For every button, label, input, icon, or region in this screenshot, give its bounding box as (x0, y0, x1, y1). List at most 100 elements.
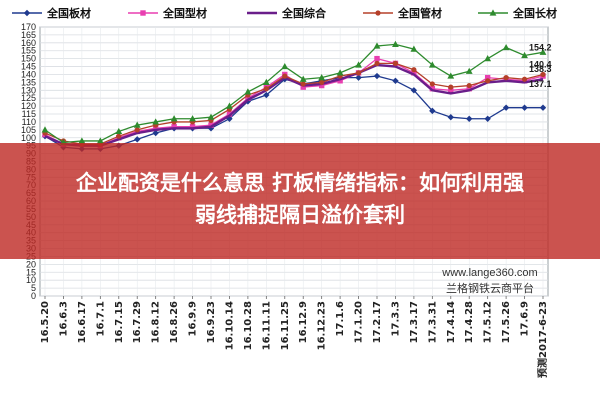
data-point-3 (485, 78, 491, 84)
data-point-3 (263, 86, 269, 92)
headline-banner (0, 143, 600, 259)
data-point-0 (263, 91, 270, 99)
watermark-name: 兰格钢铁云商平台 (446, 282, 534, 295)
y-tick-label: 10 (26, 275, 36, 285)
end-value-label: 154.2 (529, 42, 552, 52)
y-tick-label: 120 (21, 101, 36, 111)
data-point-3 (319, 79, 325, 85)
data-point-3 (411, 67, 417, 73)
x-tick-label: 16.9.9 (188, 301, 199, 336)
data-point-1 (226, 111, 233, 117)
data-point-0 (410, 87, 418, 94)
y-tick-label: 165 (21, 30, 36, 40)
data-point-3 (521, 76, 528, 82)
x-tick-label: 17.1.6 (335, 301, 346, 336)
end-value-label: 138.3 (529, 64, 552, 74)
legend-swatch-marker (375, 10, 381, 16)
x-tick-label: 17.4.28 (464, 301, 475, 343)
data-point-3 (540, 71, 546, 78)
y-tick-label: 135 (21, 77, 36, 87)
data-point-4 (484, 55, 492, 62)
x-tick-label: 16.7.15 (114, 301, 125, 343)
data-point-3 (116, 133, 122, 139)
x-tick-label: 16.12.23 (317, 301, 328, 350)
y-tick-label: 115 (22, 109, 36, 119)
x-tick-label: 16.10.14 (224, 301, 235, 350)
data-point-1 (466, 86, 472, 92)
legend-swatch-marker (140, 10, 146, 16)
x-tick-label: 16.10.28 (243, 301, 254, 350)
data-point-3 (503, 75, 509, 81)
data-point-4 (392, 40, 399, 48)
legend-entry: 全国型材 (162, 6, 207, 20)
data-point-3 (374, 60, 380, 66)
data-point-4 (189, 115, 196, 122)
data-point-4 (262, 78, 270, 85)
data-point-1 (374, 55, 380, 62)
data-point-4 (96, 137, 104, 144)
data-point-0 (244, 98, 252, 105)
legend-swatch-marker (23, 9, 31, 17)
data-point-0 (466, 115, 473, 122)
data-point-0 (373, 72, 381, 80)
y-tick-label: 100 (21, 133, 36, 143)
data-point-4 (465, 67, 473, 74)
data-point-0 (447, 113, 454, 121)
x-tick-label: 16.7.29 (132, 301, 143, 343)
watermark-url: www.lange360.com (442, 267, 538, 279)
data-point-0 (521, 104, 528, 111)
y-tick-label: 105 (21, 125, 36, 135)
y-tick-label: 150 (21, 54, 36, 64)
data-point-0 (429, 107, 436, 115)
data-point-4 (207, 113, 215, 120)
data-point-3 (429, 81, 435, 87)
data-point-1 (300, 84, 306, 90)
data-point-1 (208, 122, 214, 128)
x-tick-label: 16.7.1 (95, 301, 106, 336)
y-tick-label: 5 (31, 283, 36, 293)
y-tick-label: 110 (22, 117, 36, 127)
data-point-4 (41, 126, 49, 133)
data-point-1 (337, 78, 343, 84)
x-tick-label: 16.5.20 (40, 301, 51, 343)
y-tick-label: 0 (31, 291, 36, 301)
x-tick-label: 16.11.11 (261, 301, 272, 350)
x-tick-label: 17.1.20 (354, 301, 365, 343)
data-point-3 (448, 84, 454, 90)
x-tick-label: 16.11.25 (280, 301, 291, 350)
data-point-4 (373, 42, 381, 49)
data-point-0 (152, 129, 159, 137)
data-point-4 (281, 62, 289, 70)
data-point-1 (448, 87, 454, 93)
data-point-4 (226, 102, 233, 109)
data-point-1 (189, 123, 196, 130)
x-tick-label: 17.3.31 (427, 301, 438, 343)
data-point-3 (300, 81, 306, 87)
x-tick-label: 17.5.12 (483, 301, 494, 343)
data-point-4 (318, 74, 326, 81)
x-tick-label: 16.12.9 (298, 301, 309, 343)
x-tick-label: 16.8.12 (151, 301, 162, 343)
y-tick-label: 170 (21, 22, 36, 32)
y-tick-label: 160 (21, 38, 36, 48)
x-tick-label: 16.6.3 (58, 301, 69, 336)
data-point-4 (428, 61, 436, 68)
x-tick-label: 16.9.23 (206, 301, 217, 343)
x-tick-label: 17.2.17 (372, 301, 383, 343)
data-point-1 (245, 95, 251, 101)
data-point-1 (152, 125, 159, 131)
y-tick-label: 125 (21, 93, 36, 103)
series-line-4 (44, 43, 544, 144)
y-tick-label: 130 (21, 85, 36, 95)
data-point-0 (502, 104, 510, 111)
data-point-4 (152, 118, 160, 125)
data-point-0 (539, 104, 547, 111)
series-line-3 (44, 62, 544, 145)
data-point-4 (410, 45, 418, 52)
y-tick-label: 145 (21, 62, 36, 72)
end-value-label: 137.1 (529, 79, 552, 89)
data-point-4 (336, 69, 344, 76)
series-line-2 (44, 63, 544, 147)
data-point-1 (429, 86, 436, 92)
data-point-3 (282, 73, 288, 79)
